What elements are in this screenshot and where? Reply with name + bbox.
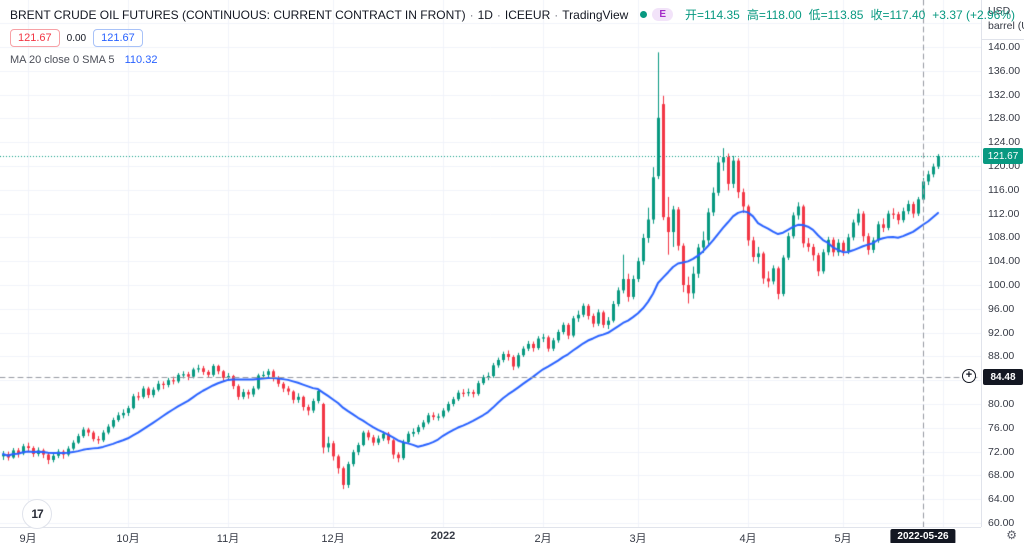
separator-dot: ·	[554, 7, 559, 22]
time-axis[interactable]: 9月 10月 11月 12月 2022 2月 3月 4月 5月 2022-05-26	[0, 527, 1024, 543]
price-tick-label: 116.00	[988, 183, 1020, 196]
price-tick-label: 124.00	[988, 136, 1021, 149]
axis-unit-measure: barrel (US	[988, 20, 1024, 33]
symbol-title[interactable]: BRENT CRUDE OIL FUTURES (CONTINUOUS: CUR…	[10, 7, 466, 22]
axis-unit-currency: USD	[988, 5, 1011, 17]
separator-dot: ·	[469, 7, 474, 22]
price-tick-label: 104.00	[988, 255, 1021, 268]
time-tick-label: 3月	[629, 533, 647, 543]
price-tick-label: 136.00	[988, 64, 1021, 77]
price-tick-label: 92.00	[988, 326, 1015, 339]
price-tick-label: 100.00	[988, 279, 1021, 291]
chart-legend: BRENT CRUDE OIL FUTURES (CONTINUOUS: CUR…	[10, 6, 1022, 66]
buy-sell-widget: 121.67 0.00 121.67	[10, 29, 1022, 47]
last-price-badge: 121.67	[983, 148, 1023, 165]
realtime-status-dot-icon	[640, 11, 648, 18]
ohlc-values: 开=114.35 高=118.00 低=113.85 收=117.40 +3.37 (+…	[685, 6, 1022, 23]
price-tick-label: 140.00	[988, 41, 1021, 53]
price-tick-label: 80.00	[988, 398, 1015, 410]
ma-legend-value: 110.32	[124, 54, 158, 66]
low-value: 低=113.85	[808, 8, 864, 22]
data-flag-badge[interactable]: E	[652, 8, 673, 21]
gear-icon[interactable]: ⚙	[1006, 528, 1017, 542]
price-tick-label: 72.00	[988, 445, 1015, 458]
price-axis[interactable]: USD barrel (US 140.00 136.00 132.00 128.00 1…	[981, 0, 1024, 529]
price-tick-label: 76.00	[988, 421, 1015, 434]
price-tick-label: 60.00	[988, 517, 1015, 529]
price-tick-label: 96.00	[988, 302, 1015, 315]
change-value: +3.37 (+2.96%)	[932, 8, 1016, 22]
exchange-label[interactable]: ICEEUR	[504, 7, 551, 22]
price-tick-label: 128.00	[988, 112, 1021, 125]
add-order-plus-icon[interactable]: +	[962, 369, 976, 384]
time-tick-label: 4月	[739, 533, 757, 543]
time-tick-label: 12月	[321, 533, 345, 543]
price-tick-label: 108.00	[988, 231, 1021, 244]
price-tick-label: 88.00	[988, 350, 1015, 363]
time-tick-label: 9月	[19, 533, 37, 543]
tradingview-logo[interactable]: 17	[22, 499, 52, 529]
crosshair-date-badge: 2022-05-26	[890, 529, 956, 543]
ma-indicator-legend: MA 20 close 0 SMA 5 110.32	[10, 54, 1022, 66]
sell-button[interactable]: 121.67	[10, 29, 60, 47]
high-value: 高=118.00	[746, 8, 802, 22]
time-tick-label: 2月	[534, 533, 552, 543]
separator-dot: ·	[496, 7, 501, 22]
price-tick-label: 132.00	[988, 88, 1021, 101]
price-tick-label: 64.00	[988, 493, 1015, 506]
time-tick-label: 5月	[834, 533, 852, 543]
open-value: 开=114.35	[684, 8, 740, 22]
crosshair-price-badge: 84.48	[983, 369, 1023, 386]
axis-settings-corner: ⚙	[981, 527, 1024, 543]
symbol-legend-row: BRENT CRUDE OIL FUTURES (CONTINUOUS: CUR…	[10, 6, 1022, 23]
price-tick-label: 68.00	[988, 469, 1015, 482]
candlestick-chart-canvas[interactable]	[0, 0, 981, 527]
time-tick-label: 10月	[116, 533, 140, 543]
close-value: 收=117.40	[870, 8, 926, 22]
price-tick-label: 112.00	[988, 207, 1020, 220]
time-tick-label: 11月	[216, 533, 240, 543]
buy-button[interactable]: 121.67	[93, 29, 143, 47]
time-tick-label: 2022	[430, 530, 456, 542]
axis-unit-label: USD barrel (US	[982, 0, 1024, 41]
ma-legend-label[interactable]: MA 20 close 0 SMA 5	[10, 54, 115, 66]
interval-label[interactable]: 1D	[477, 7, 493, 22]
spread-value: 0.00	[66, 32, 87, 44]
platform-link[interactable]: TradingView	[562, 7, 629, 22]
